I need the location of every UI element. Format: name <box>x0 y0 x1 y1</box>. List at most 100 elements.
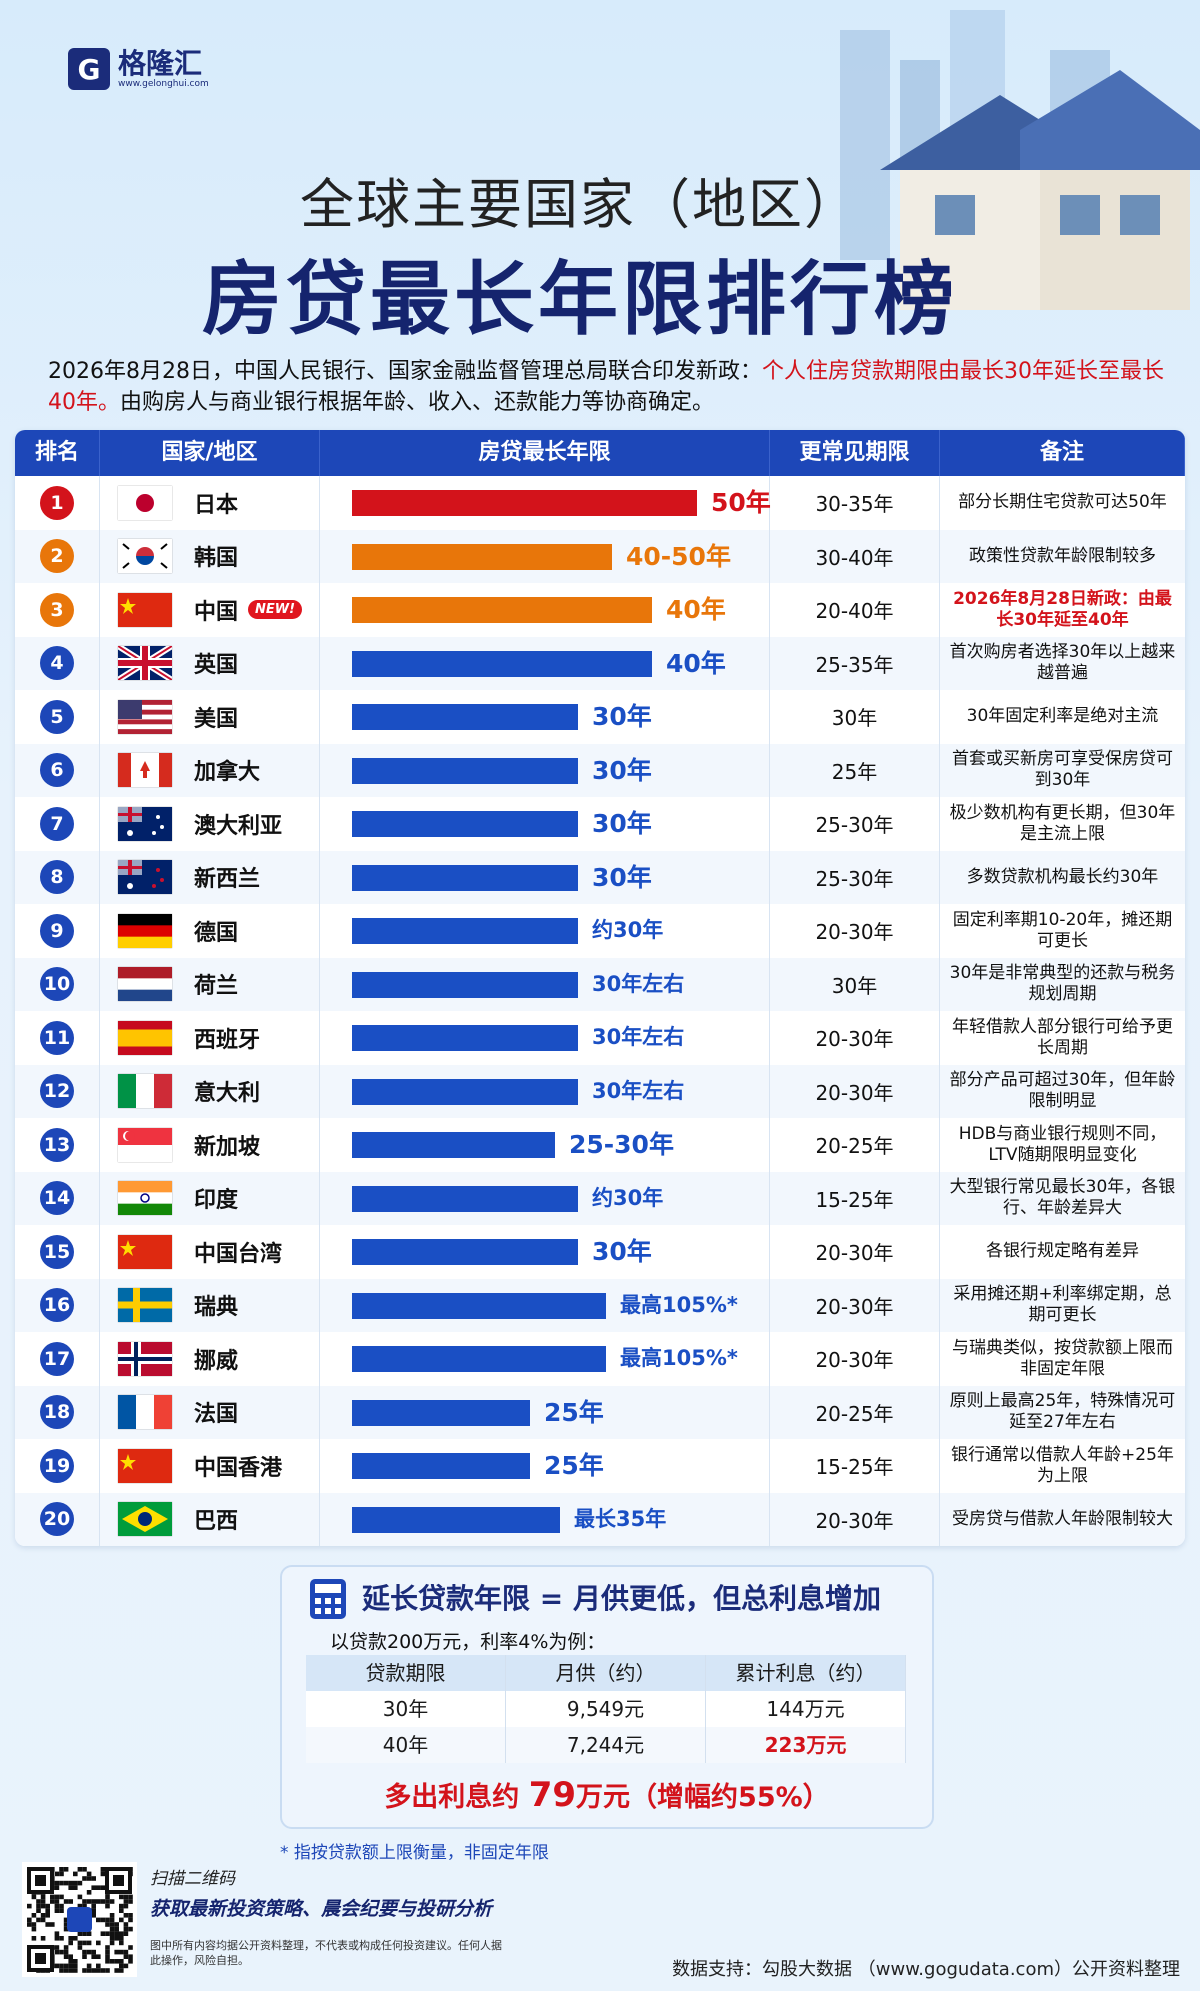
common-term: 20-30年 <box>815 1348 894 1373</box>
note-cell: 30年固定利率是绝对主流 <box>940 690 1185 744</box>
country-cell: 德国 <box>100 904 320 958</box>
limit-cell: 30年左右 <box>320 957 770 1011</box>
flag <box>118 967 172 1002</box>
common-cell: 20-30年 <box>770 1011 940 1065</box>
country-cell: 印度 <box>100 1171 320 1225</box>
country-cell: 中国 NEW! <box>100 583 320 637</box>
rank-badge: 3 <box>40 592 74 627</box>
limit-bar <box>352 597 652 623</box>
rank-cell: 17 <box>15 1332 100 1386</box>
country-name: 荷兰 <box>194 974 239 1000</box>
note-cell: 部分长期住宅贷款可达50年 <box>940 476 1185 530</box>
note: 采用摊还期+利率绑定期，总期可更长 <box>953 1284 1172 1326</box>
ranking-table: 排名 国家/地区 房贷最长年限 更常见期限 备注 1 日本 50年 30-35年 部分长期住宅贷款… <box>15 430 1185 1546</box>
flag <box>118 539 172 574</box>
note: 多数贷款机构最长约30年 <box>966 866 1159 887</box>
logo-icon: G <box>68 48 110 90</box>
limit-bar <box>352 1185 578 1212</box>
rank-cell: 5 <box>15 690 100 744</box>
table-row: 4 英国 40年 25-35年 首次购房者选择30年以上越来越普遍 <box>15 636 1185 691</box>
country-cell: 英国 <box>100 636 320 690</box>
note-cell: 银行通常以借款人年龄+25年为上限 <box>940 1439 1185 1493</box>
title-line2: 房贷最长年限排行榜 <box>202 253 958 346</box>
logo-text: 格隆汇 <box>118 47 203 80</box>
limit-bar <box>352 864 578 891</box>
table-row: 16 瑞典 最高105%* 20-30年 采用摊还期+利率绑定期，总期可更长 <box>15 1278 1185 1333</box>
rank-badge: 12 <box>40 1074 74 1109</box>
limit-bar <box>352 1078 578 1105</box>
footer: 数据支持：勾股大数据 （www.gogudata.com）公开资料整理 <box>672 1959 1180 1980</box>
calc-box: 延长贷款年限 = 月供更低，但总利息增加 以贷款200万元，利率4%为例： 贷款… <box>280 1565 934 1829</box>
limit-bar <box>352 490 697 516</box>
intro-highlight: 个人住房贷款期限由最长30年延长至最长40年。 <box>48 359 1164 415</box>
limit-cell: 50年 <box>320 476 771 530</box>
note-cell: 原则上最高25年，特殊情况可延至27年左右 <box>940 1386 1185 1440</box>
country-cell: 新西兰 <box>100 850 320 904</box>
flag <box>118 860 172 895</box>
rank-badge: 5 <box>40 699 74 734</box>
limit-cell: 40年 <box>320 636 770 690</box>
note: 部分产品可超过30年，但年龄限制明显 <box>949 1070 1176 1112</box>
rank-cell: 15 <box>15 1225 100 1279</box>
calc-header-row: 贷款期限 月供（约） 累计利息（约） <box>306 1655 906 1691</box>
country-name: 瑞典 <box>194 1295 239 1321</box>
column-header: 备注 <box>940 430 1185 476</box>
limit-cell: 最高105%* <box>320 1278 770 1332</box>
rank-cell: 8 <box>15 850 100 904</box>
note-cell: 各银行规定略有差异 <box>940 1225 1185 1279</box>
country-name: 印度 <box>194 1188 239 1214</box>
calc-cell: 7,244元 <box>506 1727 706 1763</box>
common-term: 30-35年 <box>815 492 894 517</box>
country-name: 加拿大 <box>194 760 261 786</box>
limit-label: 30年 <box>592 809 652 838</box>
common-term: 20-25年 <box>815 1134 894 1159</box>
common-cell: 20-30年 <box>770 1278 940 1332</box>
note: 与瑞典类似，按贷款额上限而非固定年限 <box>952 1337 1173 1379</box>
limit-label: 30年左右 <box>592 971 685 996</box>
rank-badge: 7 <box>40 806 74 841</box>
note-cell: 30年是非常典型的还款与税务规划周期 <box>940 958 1185 1012</box>
calc-conclusion: 多出利息约 79万元（增幅约55%） <box>282 1775 932 1815</box>
note: 原则上最高25年，特殊情况可延至27年左右 <box>949 1391 1176 1433</box>
rank-cell: 7 <box>15 797 100 851</box>
calc-cell: 30年 <box>306 1691 506 1727</box>
limit-cell: 30年左右 <box>320 1011 770 1065</box>
common-term: 25-35年 <box>815 652 894 677</box>
limit-bar <box>352 1132 555 1158</box>
flag <box>118 913 172 948</box>
note: 首次购房者选择30年以上越来越普遍 <box>949 642 1176 684</box>
limit-cell: 30年 <box>320 690 770 744</box>
rank-cell: 4 <box>15 636 100 690</box>
common-term: 20-30年 <box>815 1027 894 1052</box>
disclaimer: 图中所有内容均据公开资料整理，不代表或构成任何投资建议。任何人据此操作，风险自担… <box>150 1939 502 1967</box>
rank-cell: 11 <box>15 1011 100 1065</box>
country-cell: 中国台湾 <box>100 1225 320 1279</box>
common-term: 20-30年 <box>815 920 894 945</box>
common-cell: 20-30年 <box>770 1332 940 1386</box>
note-cell: HDB与商业银行规则不同，LTV随期限明显变化 <box>940 1118 1185 1172</box>
calc-cell: 40年 <box>306 1727 506 1763</box>
rank-badge: 1 <box>40 485 74 520</box>
limit-label: 30年左右 <box>592 1078 685 1103</box>
limit-label: 30年 <box>592 755 652 785</box>
flag <box>118 1395 172 1430</box>
rank-cell: 18 <box>15 1385 100 1439</box>
conclusion-text: 多出利息约 <box>384 1782 520 1813</box>
flag <box>118 1020 172 1055</box>
country-cell: 中国香港 <box>100 1439 320 1493</box>
note-cell: 受房贷与借款人年龄限制较大 <box>940 1493 1185 1547</box>
country-name: 韩国 <box>194 546 239 572</box>
common-term: 20-25年 <box>815 1401 894 1426</box>
country-cell: 意大利 <box>100 1064 320 1118</box>
conclusion-text: 万元（增幅约55%） <box>576 1782 830 1813</box>
flag <box>118 753 172 788</box>
common-term: 25-30年 <box>815 813 894 838</box>
table-row: 10 荷兰 30年左右 30年 30年是非常典型的还款与税务规划周期 <box>15 957 1185 1012</box>
column-header: 排名 <box>15 430 100 476</box>
flag <box>118 1502 172 1537</box>
note-cell: 2026年8月28日新政：由最长30年延至40年 <box>940 583 1185 637</box>
limit-label: 30年左右 <box>592 1025 685 1049</box>
limit-bar <box>352 1346 606 1372</box>
footnote: * 指按贷款额上限衡量，非固定年限 <box>280 1843 549 1863</box>
